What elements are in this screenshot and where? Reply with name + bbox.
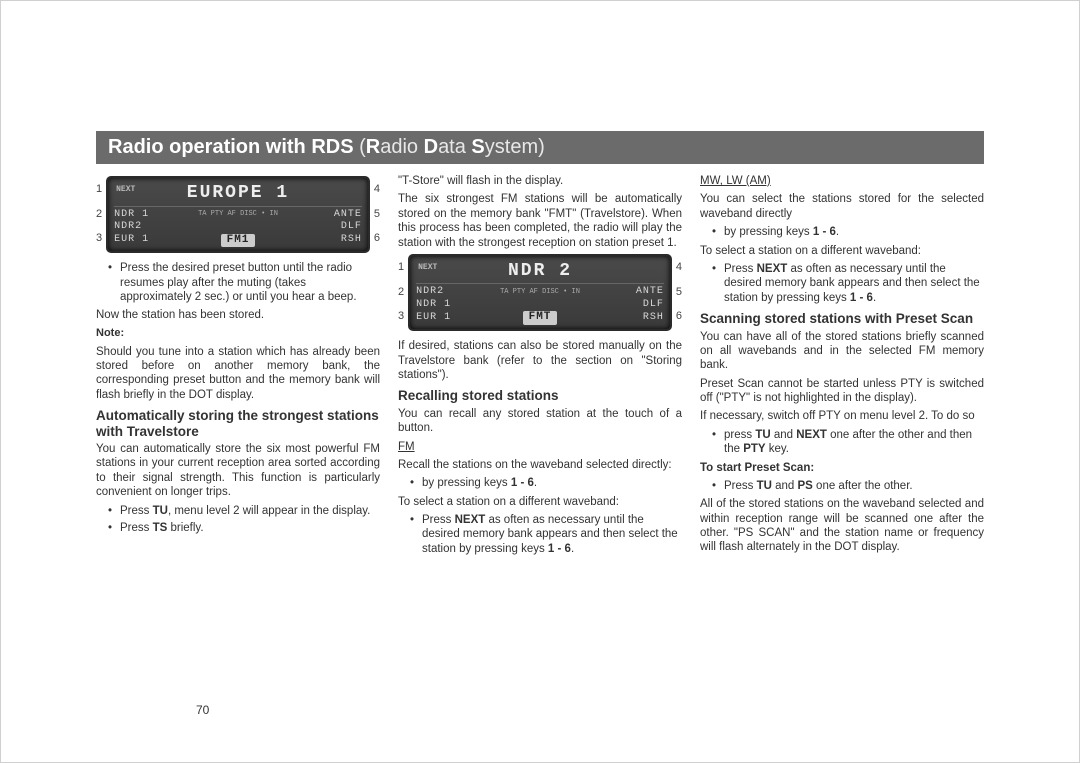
content-columns: 1 2 3 NEXTEUROPE 1 NDR 1TA PTY AF DISC •… <box>96 174 984 560</box>
page-number: 70 <box>196 703 209 717</box>
paragraph: The six strongest FM stations will be au… <box>398 192 682 250</box>
list-item: Press NEXT as often as necessary until t… <box>410 513 682 556</box>
list-item: Press the desired preset button until th… <box>108 261 380 304</box>
paragraph: All of the stored stations on the waveba… <box>700 497 984 555</box>
column-1: 1 2 3 NEXTEUROPE 1 NDR 1TA PTY AF DISC •… <box>96 174 380 560</box>
section-heading: Recalling stored stations <box>398 388 682 404</box>
paragraph: "T-Store" will flash in the display. <box>398 174 682 188</box>
list-item: Press TS briefly. <box>108 521 380 535</box>
paragraph: If desired, stations can also be stored … <box>398 339 682 382</box>
column-2: "T-Store" will flash in the display. The… <box>398 174 682 560</box>
list-item: press TU and NEXT one after the other an… <box>712 428 984 457</box>
list-item: Press NEXT as often as necessary until t… <box>712 262 984 305</box>
preset-numbers-left: 1 2 3 <box>96 176 106 253</box>
paragraph: Now the station has been stored. <box>96 308 380 322</box>
preset-numbers-left: 1 2 3 <box>398 254 408 331</box>
preset-numbers-right: 4 5 6 <box>672 254 682 331</box>
manual-page: Radio operation with RDS (Radio Data Sys… <box>0 0 1080 763</box>
paragraph: You can recall any stored station at the… <box>398 407 682 436</box>
preset-numbers-right: 4 5 6 <box>370 176 380 253</box>
paragraph: If necessary, switch off PTY on menu lev… <box>700 409 984 423</box>
radio-display-2: 1 2 3 NEXTNDR 2 NDR2TA PTY AF DISC • INA… <box>398 254 682 331</box>
paragraph: You can have all of the stored stations … <box>700 330 984 373</box>
lcd-screen-2: NEXTNDR 2 NDR2TA PTY AF DISC • INANTE ND… <box>408 254 672 331</box>
paragraph: You can select the stations stored for t… <box>700 192 984 221</box>
paragraph: To select a station on a different waveb… <box>398 495 682 509</box>
list-item: by pressing keys 1 - 6. <box>410 476 682 490</box>
paragraph: Should you tune into a station which has… <box>96 345 380 403</box>
paragraph: You can automatically store the six most… <box>96 442 380 500</box>
section-heading: Scanning stored stations with Preset Sca… <box>700 311 984 327</box>
page-title-bar: Radio operation with RDS (Radio Data Sys… <box>96 131 984 164</box>
list-item: Press TU and PS one after the other. <box>712 479 984 493</box>
subheading-mw-lw: MW, LW (AM) <box>700 174 984 188</box>
list-item: Press TU, menu level 2 will appear in th… <box>108 504 380 518</box>
section-heading: Automatically storing the strongest stat… <box>96 408 380 439</box>
paragraph: To select a station on a different waveb… <box>700 244 984 258</box>
paragraph: Recall the stations on the waveband sele… <box>398 458 682 472</box>
subheading-fm: FM <box>398 440 682 454</box>
list-item: by pressing keys 1 - 6. <box>712 225 984 239</box>
title-main: Radio operation with RDS <box>108 136 354 158</box>
column-3: MW, LW (AM) You can select the stations … <box>700 174 984 560</box>
lcd-screen-1: NEXTEUROPE 1 NDR 1TA PTY AF DISC • INANT… <box>106 176 370 253</box>
subheading-start-preset-scan: To start Preset Scan: <box>700 461 984 475</box>
radio-display-1: 1 2 3 NEXTEUROPE 1 NDR 1TA PTY AF DISC •… <box>96 176 380 253</box>
note-heading: Note: <box>96 327 380 341</box>
paragraph: Preset Scan cannot be started unless PTY… <box>700 377 984 406</box>
